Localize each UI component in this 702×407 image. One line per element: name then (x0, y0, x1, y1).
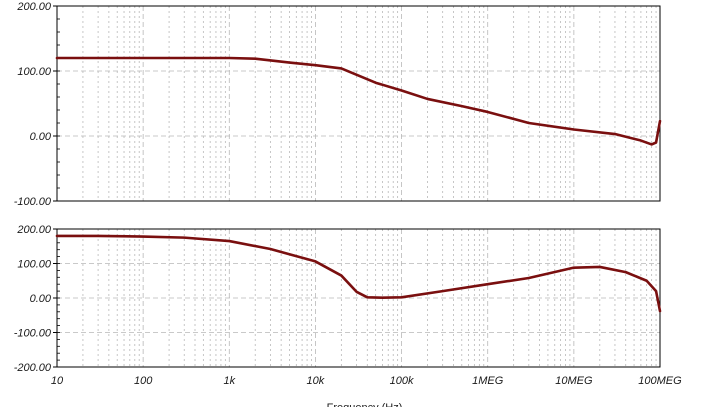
x-tick-label: 100 (134, 375, 153, 387)
y-tick-label: -100.00 (14, 196, 52, 208)
x-tick-label: 100MEG (638, 375, 682, 387)
x-tick-label: 100k (390, 375, 414, 387)
y-tick-label: 100.00 (17, 66, 52, 78)
y-tick-label: 0.00 (30, 131, 52, 143)
y-tick-label: 0.00 (30, 293, 52, 305)
y-tick-label: 100.00 (17, 259, 52, 271)
series-line (55, 234, 662, 313)
x-tick-label: 1MEG (472, 375, 504, 387)
y-tick-label: 200.00 (16, 1, 52, 13)
y-tick-label: -100.00 (14, 328, 52, 340)
x-tick-label: 10k (307, 375, 325, 387)
series-line (55, 56, 662, 146)
y-tick-label: -200.00 (14, 362, 52, 374)
plot-frame (56, 5, 661, 202)
x-tick-label: 10 (51, 375, 64, 387)
y-tick-label: 200.00 (16, 224, 52, 236)
x-tick-label: 10MEG (555, 375, 593, 387)
x-axis-label: Frequency (Hz) (327, 402, 403, 407)
x-tick-label: 1k (223, 375, 235, 387)
